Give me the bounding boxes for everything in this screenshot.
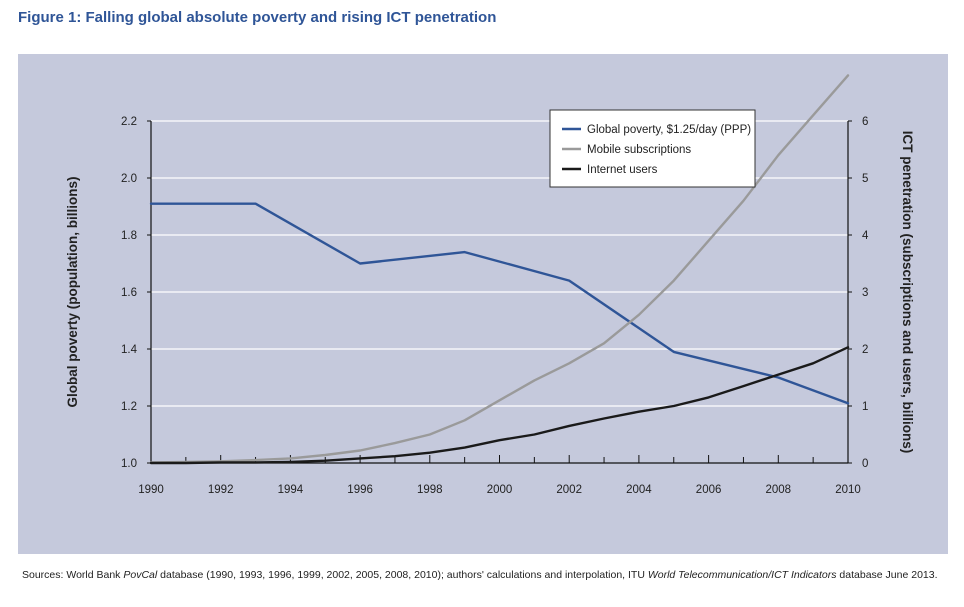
x-tick-label: 1996 bbox=[347, 484, 373, 496]
sources-suffix: database June 2013. bbox=[836, 569, 938, 581]
y-right-tick-label: 3 bbox=[862, 287, 868, 299]
y-left-tick-label: 1.2 bbox=[121, 401, 137, 413]
x-tick-label: 2008 bbox=[766, 484, 792, 496]
x-tick-label: 2000 bbox=[487, 484, 513, 496]
sources-prefix: Sources: World Bank bbox=[22, 569, 124, 581]
legend-label: Mobile subscriptions bbox=[587, 144, 691, 156]
x-tick-label: 1994 bbox=[278, 484, 304, 496]
poverty-line bbox=[149, 202, 850, 405]
legend-label: Global poverty, $1.25/day (PPP) bbox=[587, 124, 751, 136]
y-left-tick-label: 1.6 bbox=[121, 287, 137, 299]
x-tick-label: 2006 bbox=[696, 484, 722, 496]
legend-box bbox=[549, 109, 756, 188]
y-right-tick-label: 0 bbox=[862, 458, 868, 470]
x-tick-label: 2004 bbox=[626, 484, 652, 496]
y-left-axis-title: Global poverty (population, billions) bbox=[65, 177, 80, 408]
mobile-subscriptions-line bbox=[149, 74, 850, 464]
chart: 1.0 0 1.2 1 1.4 2 1.6 3 1.8 4 2.0 5 2.2 6 1990 1992 1994… bbox=[65, 74, 915, 496]
sources-middle: database (1990, 1993, 1996, 1999, 2002, … bbox=[157, 569, 648, 581]
y-left-tick-label: 2.2 bbox=[121, 116, 137, 128]
x-tick-label: 1998 bbox=[417, 484, 443, 496]
x-tick-label: 2002 bbox=[556, 484, 582, 496]
y-left-tick-label: 1.8 bbox=[121, 230, 137, 242]
y-left-tick-label: 1.4 bbox=[121, 344, 138, 356]
sources-itu: World Telecommunication/ICT Indicators bbox=[647, 569, 837, 581]
chart-panel: 1.0 0 1.2 1 1.4 2 1.6 3 1.8 4 2.0 5 2.2 6 1990 1992 1994… bbox=[18, 54, 948, 554]
y-right-tick-label: 1 bbox=[862, 401, 868, 413]
legend-label: Internet users bbox=[587, 164, 658, 176]
y-right-tick-label: 5 bbox=[862, 173, 868, 185]
x-tick-label: 2010 bbox=[835, 484, 861, 496]
internet-users-line bbox=[149, 346, 850, 465]
y-right-tick-label: 4 bbox=[862, 230, 869, 242]
figure-title: Figure 1: Falling global absolute povert… bbox=[18, 9, 497, 26]
y-left-tick-label: 2.0 bbox=[121, 173, 137, 185]
sources-note: Sources: World Bank PovCal database (199… bbox=[22, 569, 942, 582]
x-tick-label: 1990 bbox=[138, 484, 164, 496]
y-left-tick-label: 1.0 bbox=[121, 458, 137, 470]
y-right-tick-label: 2 bbox=[862, 344, 868, 356]
sources-povcal: PovCal bbox=[123, 569, 158, 581]
y-right-axis-title: ICT penetration (subscriptions and users… bbox=[900, 131, 915, 454]
x-tick-label: 1992 bbox=[208, 484, 234, 496]
y-right-tick-label: 6 bbox=[862, 116, 868, 128]
